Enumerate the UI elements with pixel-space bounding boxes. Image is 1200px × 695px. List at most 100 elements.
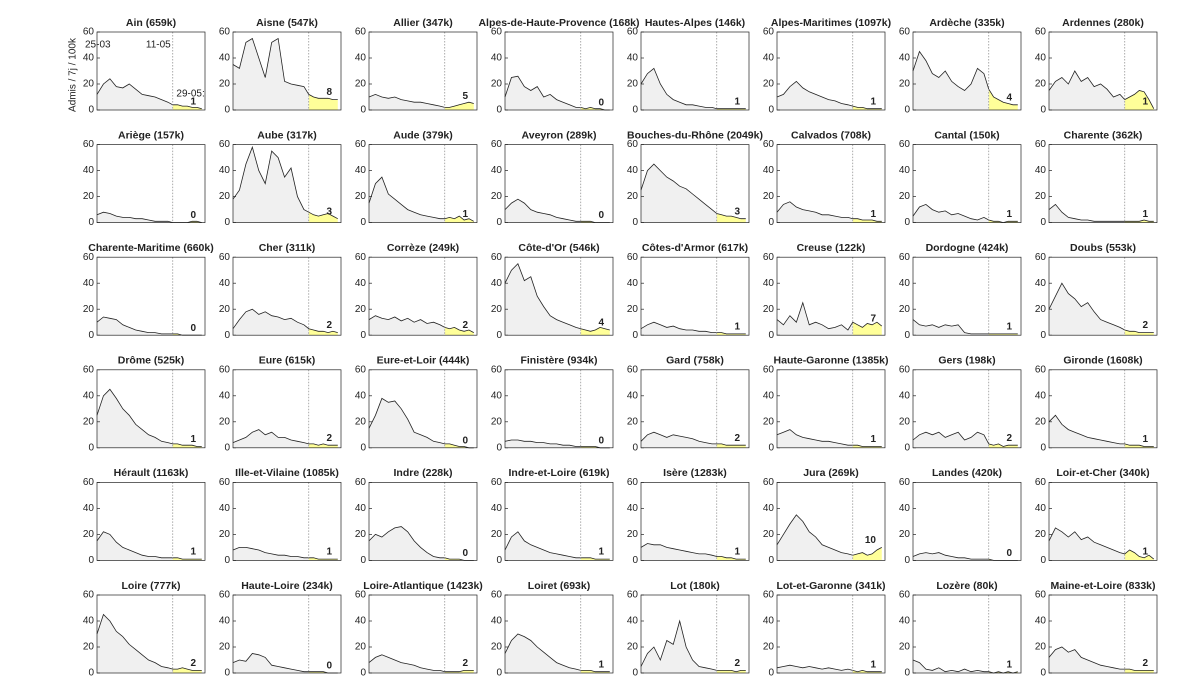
panel-title: Alpes-Maritimes (1097k) [771, 17, 891, 29]
y-tick-label: 60 [219, 364, 231, 375]
panel-title: Indre (228k) [394, 467, 453, 479]
y-tick-label: 60 [491, 252, 503, 263]
y-axis-label: Admis / 7j / 100k [68, 37, 79, 112]
x-tick-label: 11-05 [146, 40, 171, 51]
y-tick-label: 0 [496, 330, 502, 341]
panel-title: Loiret (693k) [528, 580, 590, 592]
x-tick-label: 25-03 [85, 40, 111, 51]
highlight-area [444, 216, 474, 223]
y-tick-label: 60 [763, 252, 775, 263]
y-tick-label: 40 [491, 390, 503, 401]
panel-frame [504, 482, 614, 561]
panel-frame [504, 144, 614, 223]
y-tick-label: 40 [899, 503, 911, 514]
panel-title: Drôme (525k) [118, 355, 185, 367]
panel-title: Loir-et-Cher (340k) [1056, 467, 1149, 479]
x-tick-label: 29-05: [176, 89, 204, 100]
y-tick-label: 40 [627, 53, 639, 64]
panel-title: Charente (362k) [1064, 129, 1143, 141]
panel-frame [912, 144, 1022, 223]
last-value-label: 0 [190, 210, 196, 221]
last-value-label: 4 [598, 318, 604, 329]
panel-frame [912, 594, 1022, 674]
panel-frame [232, 594, 342, 674]
y-tick-label: 0 [360, 555, 366, 566]
last-value-label: 1 [1006, 322, 1012, 333]
panel-frame [776, 144, 886, 223]
y-tick-label: 0 [904, 105, 910, 116]
area [641, 164, 717, 223]
y-tick-label: 40 [899, 390, 911, 401]
y-tick-label: 60 [899, 590, 911, 601]
last-value-label: 2 [326, 320, 332, 331]
panel-title: Haute-Garonne (1385k) [774, 355, 889, 367]
line [368, 176, 474, 222]
last-value-label: 1 [734, 322, 740, 333]
area [777, 514, 853, 561]
y-tick-label: 20 [899, 191, 911, 202]
last-value-label: 1 [190, 547, 196, 558]
y-tick-label: 40 [355, 53, 367, 64]
y-tick-label: 20 [627, 304, 639, 315]
line [232, 308, 338, 334]
panel-title: Haute-Loire (234k) [241, 580, 333, 592]
y-tick-label: 0 [496, 442, 502, 453]
highlight-area [308, 94, 338, 110]
y-tick-label: 20 [763, 642, 775, 653]
y-tick-label: 60 [1035, 139, 1047, 150]
y-tick-label: 0 [1040, 330, 1046, 341]
y-tick-label: 40 [491, 53, 503, 64]
area [913, 319, 989, 336]
panel-title: Hérault (1163k) [114, 467, 189, 479]
y-tick-label: 0 [904, 668, 910, 679]
y-tick-label: 60 [627, 139, 639, 150]
line [776, 301, 883, 331]
last-value-label: 1 [1142, 434, 1148, 445]
line [504, 633, 610, 673]
y-tick-label: 40 [763, 503, 775, 514]
panel-frame [912, 482, 1022, 561]
y-tick-label: 60 [491, 139, 503, 150]
area [369, 398, 445, 448]
panel-frame [776, 31, 886, 111]
line [1048, 527, 1155, 560]
line [1048, 646, 1154, 671]
y-tick-label: 20 [219, 304, 231, 315]
panel-title: Hautes-Alpes (146k) [645, 17, 745, 29]
area [505, 440, 581, 448]
y-tick-label: 40 [627, 503, 639, 514]
highlight-area [852, 218, 882, 223]
highlight-area [988, 220, 1018, 223]
panel-frame [1048, 594, 1158, 674]
line [776, 514, 882, 556]
y-tick-label: 20 [219, 529, 231, 540]
last-value-label: 0 [462, 435, 468, 446]
area [1049, 415, 1125, 448]
y-tick-label: 60 [83, 364, 95, 375]
y-tick-label: 60 [219, 590, 231, 601]
panel-frame [504, 369, 614, 449]
line [96, 78, 202, 110]
y-tick-label: 0 [768, 668, 774, 679]
y-tick-label: 20 [219, 642, 231, 653]
y-tick-label: 0 [768, 555, 774, 566]
last-value-label: 1 [598, 659, 604, 670]
y-tick-label: 0 [632, 668, 638, 679]
area [233, 653, 309, 673]
y-tick-label: 40 [83, 616, 95, 627]
area [505, 531, 581, 561]
y-tick-label: 0 [768, 330, 774, 341]
last-value-label: 2 [326, 433, 332, 444]
line [1048, 70, 1155, 109]
y-tick-label: 0 [88, 105, 94, 116]
y-tick-label: 60 [763, 139, 775, 150]
last-value-label: 1 [734, 547, 740, 558]
y-tick-label: 60 [491, 364, 503, 375]
highlight-area [444, 443, 474, 448]
panel-frame [232, 369, 342, 449]
y-tick-label: 60 [1035, 252, 1047, 263]
last-value-label: 0 [598, 435, 604, 446]
y-tick-label: 60 [219, 477, 231, 488]
last-value-label: 1 [1142, 96, 1148, 107]
